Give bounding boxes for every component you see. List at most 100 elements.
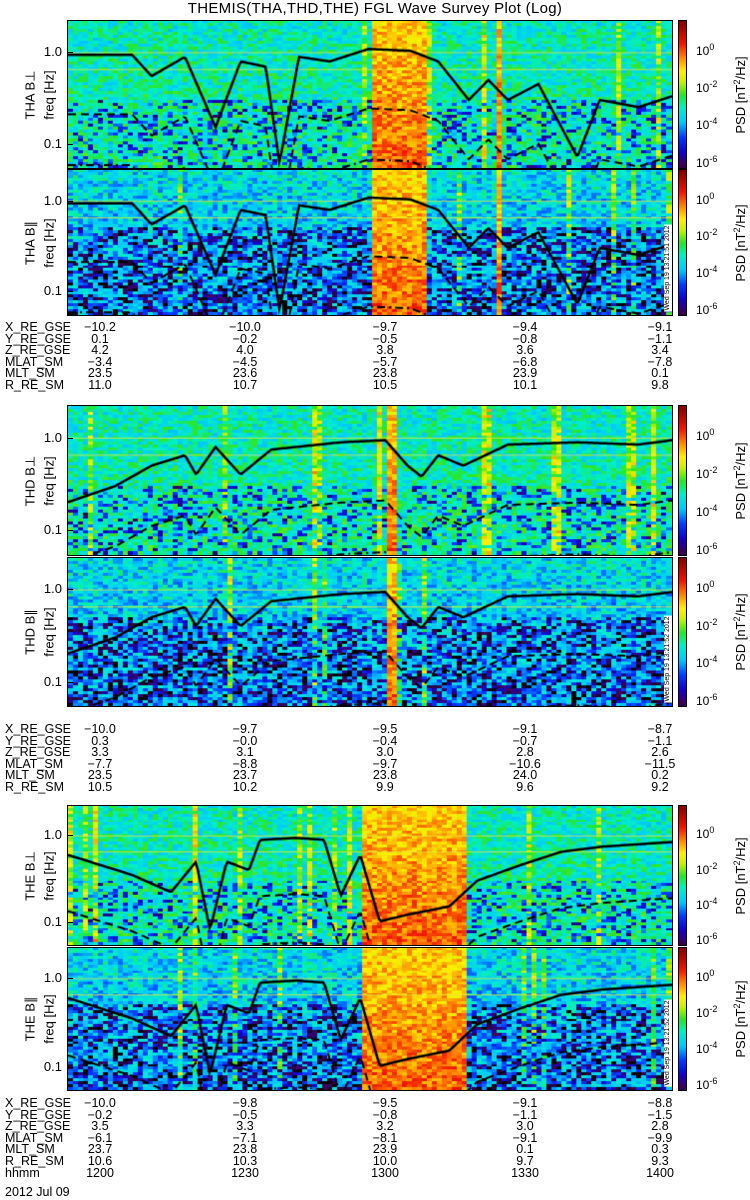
ephemeris-value: 23.5	[87, 768, 113, 783]
ephemeris-value: −9.1	[512, 722, 538, 736]
ephemeris-value: −6.8	[512, 354, 538, 369]
y-tick-label: 0.1	[43, 135, 62, 151]
ephemeris-label: R_RE_SM	[5, 1154, 65, 1168]
ephemeris-value: 23.7	[232, 768, 258, 783]
ephemeris-value: 10.7	[232, 378, 258, 392]
ephemeris-value: −6.1	[87, 1130, 113, 1145]
colorbar-tick-label: 10-4	[696, 116, 718, 133]
y-tick-label: 0.1	[43, 914, 62, 930]
ephemeris-value: 1200	[86, 1165, 114, 1180]
ephemeris-value: 3.0	[376, 745, 394, 760]
colorbar-tick-label: 10-2	[696, 860, 718, 877]
spectrogram-panel-tha-par	[67, 169, 673, 316]
y-tick-label: 0.1	[43, 673, 62, 689]
ephemeris-value: 9.7	[516, 1154, 534, 1168]
ephemeris-value: 3.6	[516, 343, 534, 358]
plot-title: THEMIS(THA,THD,THE) FGL Wave Survey Plot…	[187, 0, 563, 17]
ephemeris-value: −9.4	[512, 320, 538, 334]
y-tick-label: 0.1	[43, 283, 62, 299]
ephemeris-value: 23.9	[372, 1142, 398, 1157]
colorbar-tick-label: 100	[696, 427, 715, 444]
panel-label: THD B⊥	[22, 455, 38, 506]
colorbar-tick-label: 10-2	[696, 465, 718, 482]
ephemeris-value: −0.2	[232, 331, 258, 346]
ephemeris-value: −10.0	[229, 320, 261, 334]
ephemeris-value: 10.0	[372, 1154, 398, 1168]
ephemeris-label: Z_RE_GSE	[5, 745, 71, 760]
ephemeris-label: Y_RE_GSE	[5, 331, 72, 346]
spectrogram-canvas	[68, 170, 672, 315]
colorbar-unit-label: PSD [nT2/Hz]	[731, 55, 749, 134]
ephemeris-value: −4.5	[232, 354, 258, 369]
ephemeris-label: Y_RE_GSE	[5, 1107, 72, 1122]
colorbar-gradient	[679, 948, 686, 1090]
panel-label: THA B⊥	[22, 70, 38, 119]
y-tick-mark	[67, 681, 73, 683]
ephemeris-value: −0.2	[87, 1107, 113, 1122]
ephemeris-label: R_RE_SM	[5, 780, 65, 794]
ephemeris-value: −0.8	[512, 331, 538, 346]
ephemeris-value: −10.0	[84, 1096, 116, 1110]
ephemeris-label: MLT_SM	[5, 1142, 55, 1157]
ephemeris-value: 23.6	[232, 366, 258, 381]
ephemeris-value: −7.1	[232, 1130, 258, 1145]
colorbar-tick-label: 10-4	[696, 895, 718, 912]
ephemeris-value: 24.0	[512, 768, 538, 783]
timestamp-label: Wed Sep 19 13:21:52 2012	[664, 615, 672, 703]
date-label: 2012 Jul 09	[5, 1185, 70, 1199]
y-tick-mark	[67, 1066, 73, 1068]
spectrogram-panel-the-par	[67, 947, 673, 1091]
ephemeris-label: Z_RE_GSE	[5, 1119, 71, 1134]
ephemeris-value: −8.8	[232, 756, 258, 771]
colorbar	[678, 805, 687, 946]
ephemeris-value: 9.9	[376, 780, 394, 794]
ephemeris-label: hhmm	[5, 1165, 40, 1180]
ephemeris-label: X_RE_GSE	[5, 722, 72, 736]
colorbar-tick-label: 10-6	[696, 540, 718, 557]
y-tick-label: 0.1	[43, 522, 62, 538]
panel-label: THE B⊥	[22, 850, 38, 901]
ephemeris-value: 3.0	[516, 1119, 534, 1134]
ephemeris-value: 10.5	[372, 378, 398, 392]
colorbar-unit-label: PSD [nT2/Hz]	[731, 593, 749, 671]
ephemeris-value: 9.8	[651, 378, 669, 392]
ephemeris-value: 4.0	[236, 343, 254, 358]
ephemeris-value: 3.8	[376, 343, 394, 358]
ephemeris-value: −7.7	[87, 756, 113, 771]
ephemeris-value: 4.2	[91, 343, 109, 358]
spectrogram-canvas	[68, 806, 672, 945]
y-tick-label: 1.0	[43, 192, 62, 208]
ephemeris-label: MLAT_SM	[5, 354, 64, 369]
ephemeris-value: −9.5	[372, 1096, 398, 1110]
ephemeris-value: −1.1	[512, 1107, 538, 1122]
ephemeris-value: −0.5	[232, 1107, 258, 1122]
ephemeris-value: −0.4	[372, 733, 398, 748]
ephemeris-label: X_RE_GSE	[5, 320, 72, 334]
spectrogram-canvas	[68, 406, 672, 555]
ephemeris-value: −9.8	[232, 1096, 258, 1110]
ephemeris-value: 23.8	[232, 1142, 258, 1157]
ephemeris-value: 3.1	[236, 745, 254, 760]
freq-axis-label: freq [Hz]	[41, 69, 57, 120]
ephemeris-value: 2.6	[651, 745, 669, 760]
freq-axis-label: freq [Hz]	[41, 850, 57, 901]
colorbar-tick-label: 100	[696, 190, 715, 207]
ephemeris-value: −9.1	[512, 1130, 538, 1145]
freq-axis-label: freq [Hz]	[41, 607, 57, 657]
y-tick-label: 1.0	[43, 581, 62, 597]
ephemeris-label: Y_RE_GSE	[5, 733, 72, 748]
ephemeris-label: X_RE_GSE	[5, 1096, 72, 1110]
colorbar	[678, 169, 687, 316]
colorbar	[678, 947, 687, 1091]
ephemeris-value: 0.1	[516, 1142, 534, 1157]
spectrogram-canvas	[68, 21, 672, 168]
ephemeris-label: MLT_SM	[5, 768, 55, 783]
ephemeris-value: −9.5	[372, 722, 398, 736]
ephemeris-value: −9.1	[647, 320, 673, 334]
colorbar-tick-label: 10-6	[696, 300, 718, 317]
colorbar-unit-label: PSD [nT2/Hz]	[731, 836, 749, 915]
ephemeris-value: 1400	[646, 1165, 674, 1180]
ephemeris-value: −1.1	[647, 733, 673, 748]
freq-axis-label: freq [Hz]	[41, 994, 57, 1044]
ephemeris-value: −0.5	[372, 331, 398, 346]
